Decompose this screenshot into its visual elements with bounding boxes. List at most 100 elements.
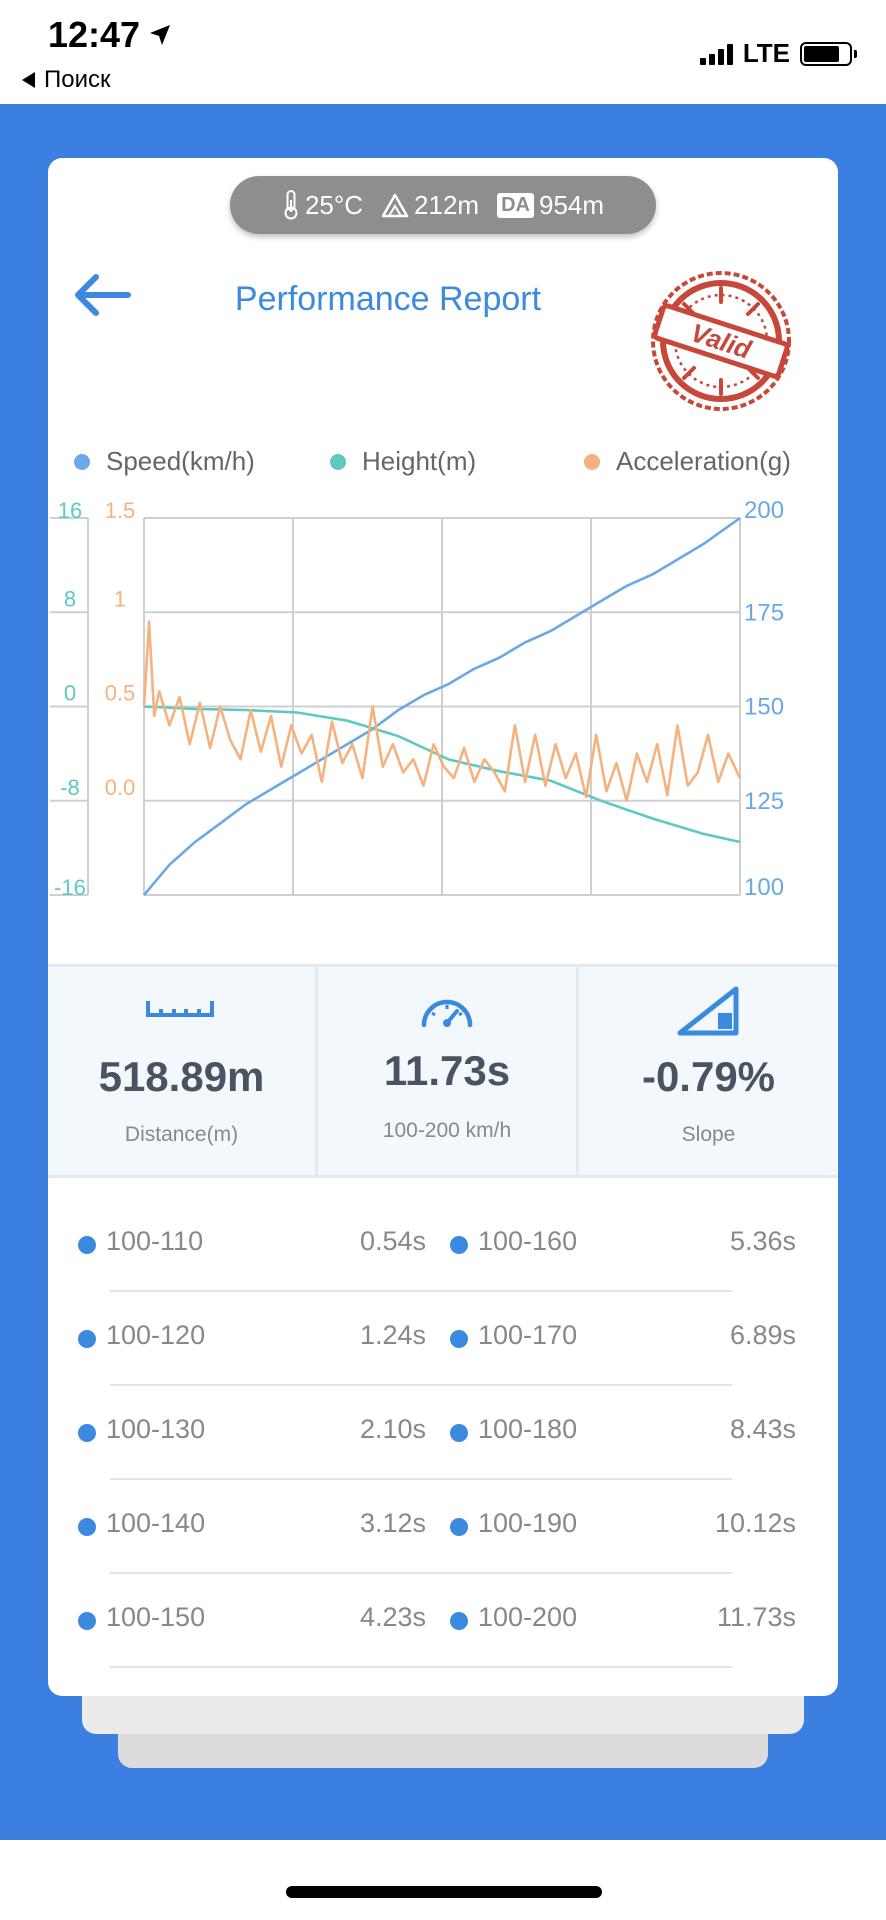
split-time: 2.10s xyxy=(359,1414,426,1444)
acceleration-line xyxy=(142,620,742,803)
battery-icon xyxy=(800,41,857,66)
speed-tick-label: 100 xyxy=(744,874,784,901)
split-dot xyxy=(450,1612,468,1630)
split-dot xyxy=(450,1236,468,1254)
home-indicator[interactable] xyxy=(286,1886,602,1898)
status-icons: LTE xyxy=(699,38,857,69)
split-range: 100-110 xyxy=(106,1226,204,1256)
acceleration-tick-label: 1.5 xyxy=(105,498,136,523)
time-label: 100-200 km/h xyxy=(382,1119,512,1142)
split-dot xyxy=(78,1236,96,1254)
temperature-value: 25°C xyxy=(304,189,364,220)
distance-stat: 518.89m Distance(m) xyxy=(48,967,315,1175)
height-tick-label: -16 xyxy=(54,875,86,900)
split-row: 100-140 3.12s 100-190 10.12s xyxy=(48,1480,838,1574)
location-arrow-icon xyxy=(150,25,171,45)
split-row: 100-110 0.54s 100-160 5.36s xyxy=(48,1198,838,1292)
split-range: 100-170 xyxy=(478,1320,578,1350)
split-time: 4.23s xyxy=(359,1602,426,1632)
split-row: 100-150 4.23s 100-200 11.73s xyxy=(48,1574,838,1668)
altitude-item: 212m xyxy=(381,190,479,221)
acceleration-tick-label: 1 xyxy=(114,586,126,611)
split-item: 100-120 1.24s xyxy=(78,1320,426,1360)
altitude-value: 212m xyxy=(414,189,480,220)
split-time: 11.73s xyxy=(716,1602,796,1632)
slope-icon xyxy=(677,986,739,1036)
split-item: 100-110 0.54s xyxy=(78,1226,426,1266)
status-bar: 12:47 Поиск LTE xyxy=(0,0,886,104)
slope-stat: -0.79% Slope xyxy=(579,967,838,1175)
temperature-item: 25°C xyxy=(282,190,363,221)
stat-divider xyxy=(315,967,318,1175)
split-time: 3.12s xyxy=(359,1508,426,1538)
split-item: 100-170 6.89s xyxy=(450,1320,796,1360)
speed-tick-label: 125 xyxy=(744,788,784,815)
time-stat: 11.73s 100-200 km/h xyxy=(318,967,576,1175)
split-item: 100-200 11.73s xyxy=(450,1602,796,1642)
legend-acceleration-label: Acceleration(g) xyxy=(616,446,791,476)
split-range: 100-200 xyxy=(478,1602,578,1632)
split-time: 6.89s xyxy=(729,1320,796,1350)
clock: 12:47 xyxy=(48,14,172,56)
performance-chart: 16 8 0 -8 -16 1.5 1 0.5 0.0 200 175 150 125 100 xyxy=(50,498,784,901)
acceleration-tick-label: 0.5 xyxy=(105,681,136,706)
legend-acceleration-dot xyxy=(584,453,600,470)
row-divider xyxy=(110,1666,732,1668)
performance-report-card: 25°C 212m DA 954m Performance Report Val… xyxy=(48,158,838,1696)
split-dot xyxy=(450,1424,468,1442)
split-time: 1.24s xyxy=(359,1320,426,1350)
height-line xyxy=(143,705,741,844)
da-badge: DA xyxy=(497,192,534,218)
valid-stamp-icon: Valid xyxy=(651,271,791,411)
slope-label: Slope xyxy=(681,1123,736,1146)
legend-speed: Speed(km/h) xyxy=(74,446,255,477)
row-divider xyxy=(110,1384,732,1386)
split-time: 0.54s xyxy=(359,1226,426,1256)
split-dot xyxy=(78,1518,96,1536)
split-item: 100-160 5.36s xyxy=(450,1226,796,1266)
split-item: 100-180 8.43s xyxy=(450,1414,796,1454)
legend-height-label: Height(m) xyxy=(362,446,477,476)
split-time: 8.43s xyxy=(729,1414,796,1444)
stat-divider xyxy=(576,967,579,1175)
split-time: 5.36s xyxy=(729,1226,796,1256)
network-type: LTE xyxy=(742,38,790,68)
page-title: Performance Report xyxy=(234,280,542,318)
split-range: 100-130 xyxy=(106,1414,206,1444)
back-arrow-icon[interactable] xyxy=(70,270,134,320)
split-range: 100-150 xyxy=(106,1602,206,1632)
legend-acceleration: Acceleration(g) xyxy=(584,446,791,477)
legend-speed-label: Speed(km/h) xyxy=(106,446,255,476)
split-item: 100-140 3.12s xyxy=(78,1508,426,1548)
distance-label: Distance(m) xyxy=(124,1123,239,1146)
back-app-label: Поиск xyxy=(44,66,111,93)
acceleration-tick-label: 0.0 xyxy=(105,775,136,800)
row-divider xyxy=(110,1572,732,1574)
speedometer-icon xyxy=(421,999,473,1028)
legend-height-dot xyxy=(330,453,346,470)
speed-tick-label: 200 xyxy=(744,498,784,524)
split-item: 100-150 4.23s xyxy=(78,1602,426,1642)
clock-time: 12:47 xyxy=(48,14,141,55)
height-tick-label: 16 xyxy=(58,498,82,523)
split-row: 100-130 2.10s 100-180 8.43s xyxy=(48,1386,838,1480)
speed-line xyxy=(143,516,741,896)
row-divider xyxy=(110,1478,732,1480)
distance-value: 518.89m xyxy=(98,1053,265,1100)
slope-value: -0.79% xyxy=(641,1053,776,1100)
back-triangle-icon xyxy=(22,72,35,88)
signal-icon xyxy=(699,43,733,65)
split-range: 100-190 xyxy=(478,1508,578,1538)
split-range: 100-120 xyxy=(106,1320,206,1350)
height-tick-label: 0 xyxy=(64,681,76,706)
legend-speed-dot xyxy=(74,453,90,470)
chart-legend: Speed(km/h) Height(m) Acceleration(g) xyxy=(74,446,834,486)
environment-pill: 25°C 212m DA 954m xyxy=(230,176,656,234)
split-range: 100-160 xyxy=(478,1226,578,1256)
mountain-icon xyxy=(381,193,409,218)
split-dot xyxy=(78,1330,96,1348)
back-to-app-button[interactable]: Поиск xyxy=(22,66,111,94)
split-dot xyxy=(78,1612,96,1630)
split-item: 100-190 10.12s xyxy=(450,1508,796,1548)
split-dot xyxy=(450,1518,468,1536)
